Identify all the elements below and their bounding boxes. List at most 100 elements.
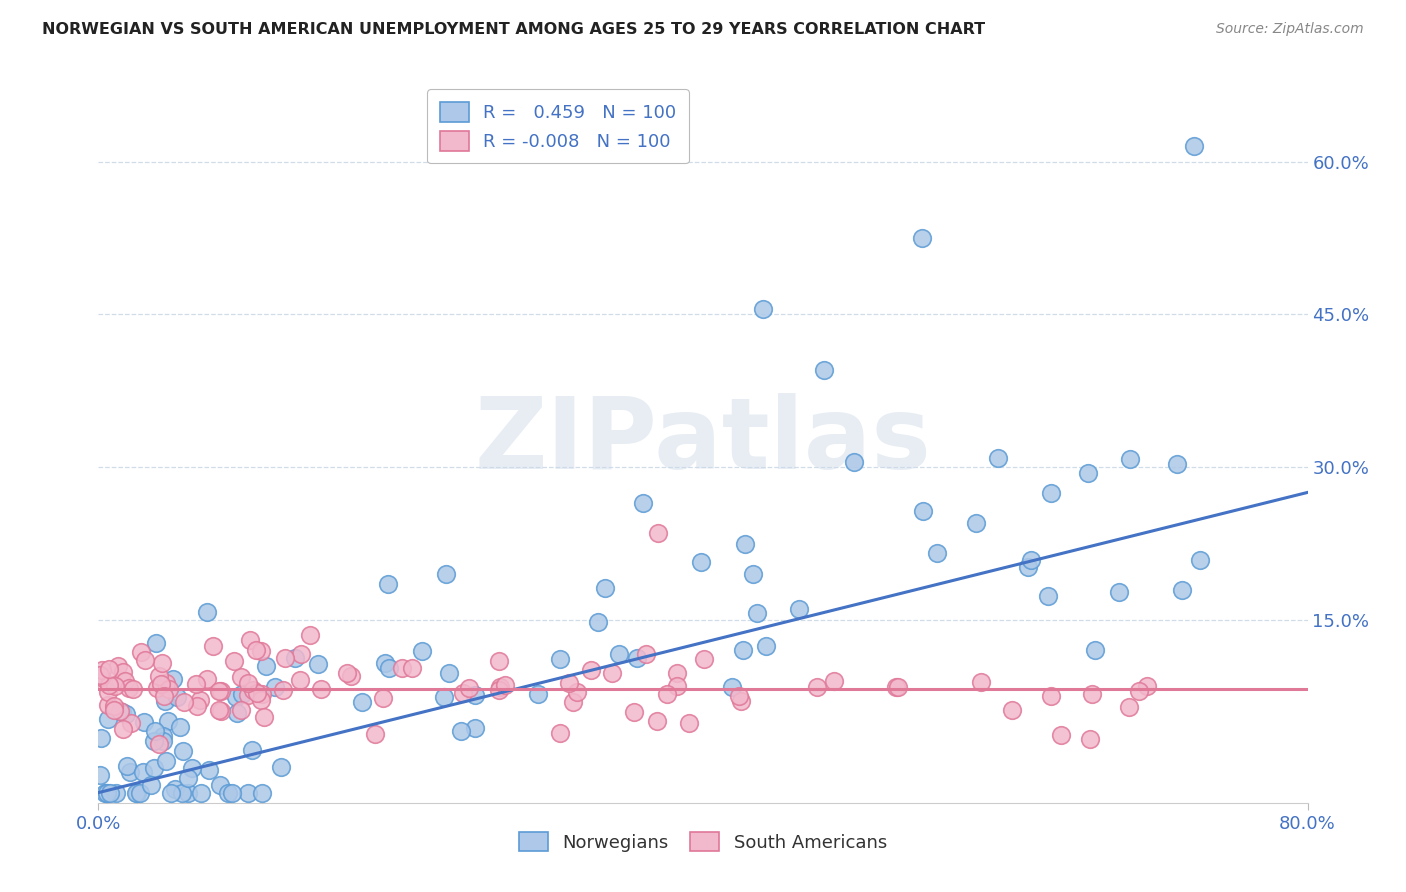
Point xyxy=(91,663,114,677)
Point xyxy=(225,690,247,705)
Point xyxy=(727,689,749,703)
Point xyxy=(94,786,117,800)
Point xyxy=(887,680,910,694)
Point xyxy=(377,577,399,591)
Point xyxy=(1050,728,1073,742)
Point xyxy=(1083,643,1105,657)
Point xyxy=(720,680,742,694)
Point xyxy=(107,659,129,673)
Point xyxy=(148,668,170,682)
Point xyxy=(97,678,120,692)
Point xyxy=(98,786,121,800)
Point xyxy=(666,679,689,693)
Legend: Norwegians, South Americans: Norwegians, South Americans xyxy=(512,824,894,859)
Point xyxy=(242,683,264,698)
Point xyxy=(494,678,516,692)
Point xyxy=(127,786,149,800)
Point xyxy=(152,690,174,704)
Point xyxy=(91,674,114,689)
Point xyxy=(250,786,273,800)
Point xyxy=(730,694,752,708)
Point xyxy=(1077,466,1099,480)
Point xyxy=(742,566,765,581)
Point xyxy=(108,705,131,719)
Point xyxy=(911,504,934,518)
Point xyxy=(90,731,112,745)
Point xyxy=(1017,560,1039,574)
Point xyxy=(1019,553,1042,567)
Point xyxy=(89,768,111,782)
Point xyxy=(157,714,180,729)
Point xyxy=(307,657,329,671)
Point xyxy=(565,685,588,699)
Point xyxy=(195,672,218,686)
Point xyxy=(104,786,127,800)
Point xyxy=(253,709,276,723)
Point xyxy=(162,672,184,686)
Point xyxy=(217,786,239,800)
Point xyxy=(112,722,135,736)
Point xyxy=(128,786,150,800)
Point xyxy=(600,666,623,681)
Point xyxy=(169,720,191,734)
Point xyxy=(1171,582,1194,597)
Point xyxy=(745,607,768,621)
Point xyxy=(593,581,616,595)
Point xyxy=(103,703,125,717)
Point xyxy=(245,643,267,657)
Point xyxy=(209,778,232,792)
Point xyxy=(731,643,754,657)
Point xyxy=(378,661,401,675)
Point xyxy=(464,722,486,736)
Point xyxy=(173,695,195,709)
Point xyxy=(439,666,461,681)
Point xyxy=(965,516,987,531)
Point xyxy=(157,681,180,696)
Point xyxy=(823,674,845,689)
Point xyxy=(488,680,510,694)
Point xyxy=(177,772,200,786)
Point xyxy=(271,682,294,697)
Point xyxy=(634,647,657,661)
Point xyxy=(562,695,585,709)
Point xyxy=(457,681,479,696)
Point xyxy=(181,761,204,775)
Point xyxy=(813,363,835,377)
Point xyxy=(1108,585,1130,599)
Point xyxy=(146,681,169,695)
Point xyxy=(145,636,167,650)
Point xyxy=(647,714,669,728)
Point xyxy=(132,714,155,729)
Point xyxy=(401,661,423,675)
Point xyxy=(209,683,232,698)
Point xyxy=(844,455,866,469)
Point xyxy=(693,652,716,666)
Point xyxy=(195,605,218,619)
Point xyxy=(453,686,475,700)
Point xyxy=(172,786,194,800)
Point xyxy=(103,699,125,714)
Point xyxy=(264,680,287,694)
Text: Source: ZipAtlas.com: Source: ZipAtlas.com xyxy=(1216,22,1364,37)
Point xyxy=(249,644,271,658)
Point xyxy=(240,743,263,757)
Point xyxy=(1119,452,1142,467)
Point xyxy=(186,699,208,714)
Point xyxy=(299,628,322,642)
Point xyxy=(411,644,433,658)
Point xyxy=(139,778,162,792)
Point xyxy=(1039,689,1062,703)
Point xyxy=(734,537,756,551)
Point xyxy=(246,685,269,699)
Point xyxy=(97,698,120,712)
Point xyxy=(371,690,394,705)
Point xyxy=(166,690,188,704)
Point xyxy=(631,495,654,509)
Point xyxy=(104,679,127,693)
Point xyxy=(1128,683,1150,698)
Point xyxy=(96,786,118,800)
Point xyxy=(129,645,152,659)
Point xyxy=(153,694,176,708)
Point xyxy=(231,703,253,717)
Point xyxy=(202,639,225,653)
